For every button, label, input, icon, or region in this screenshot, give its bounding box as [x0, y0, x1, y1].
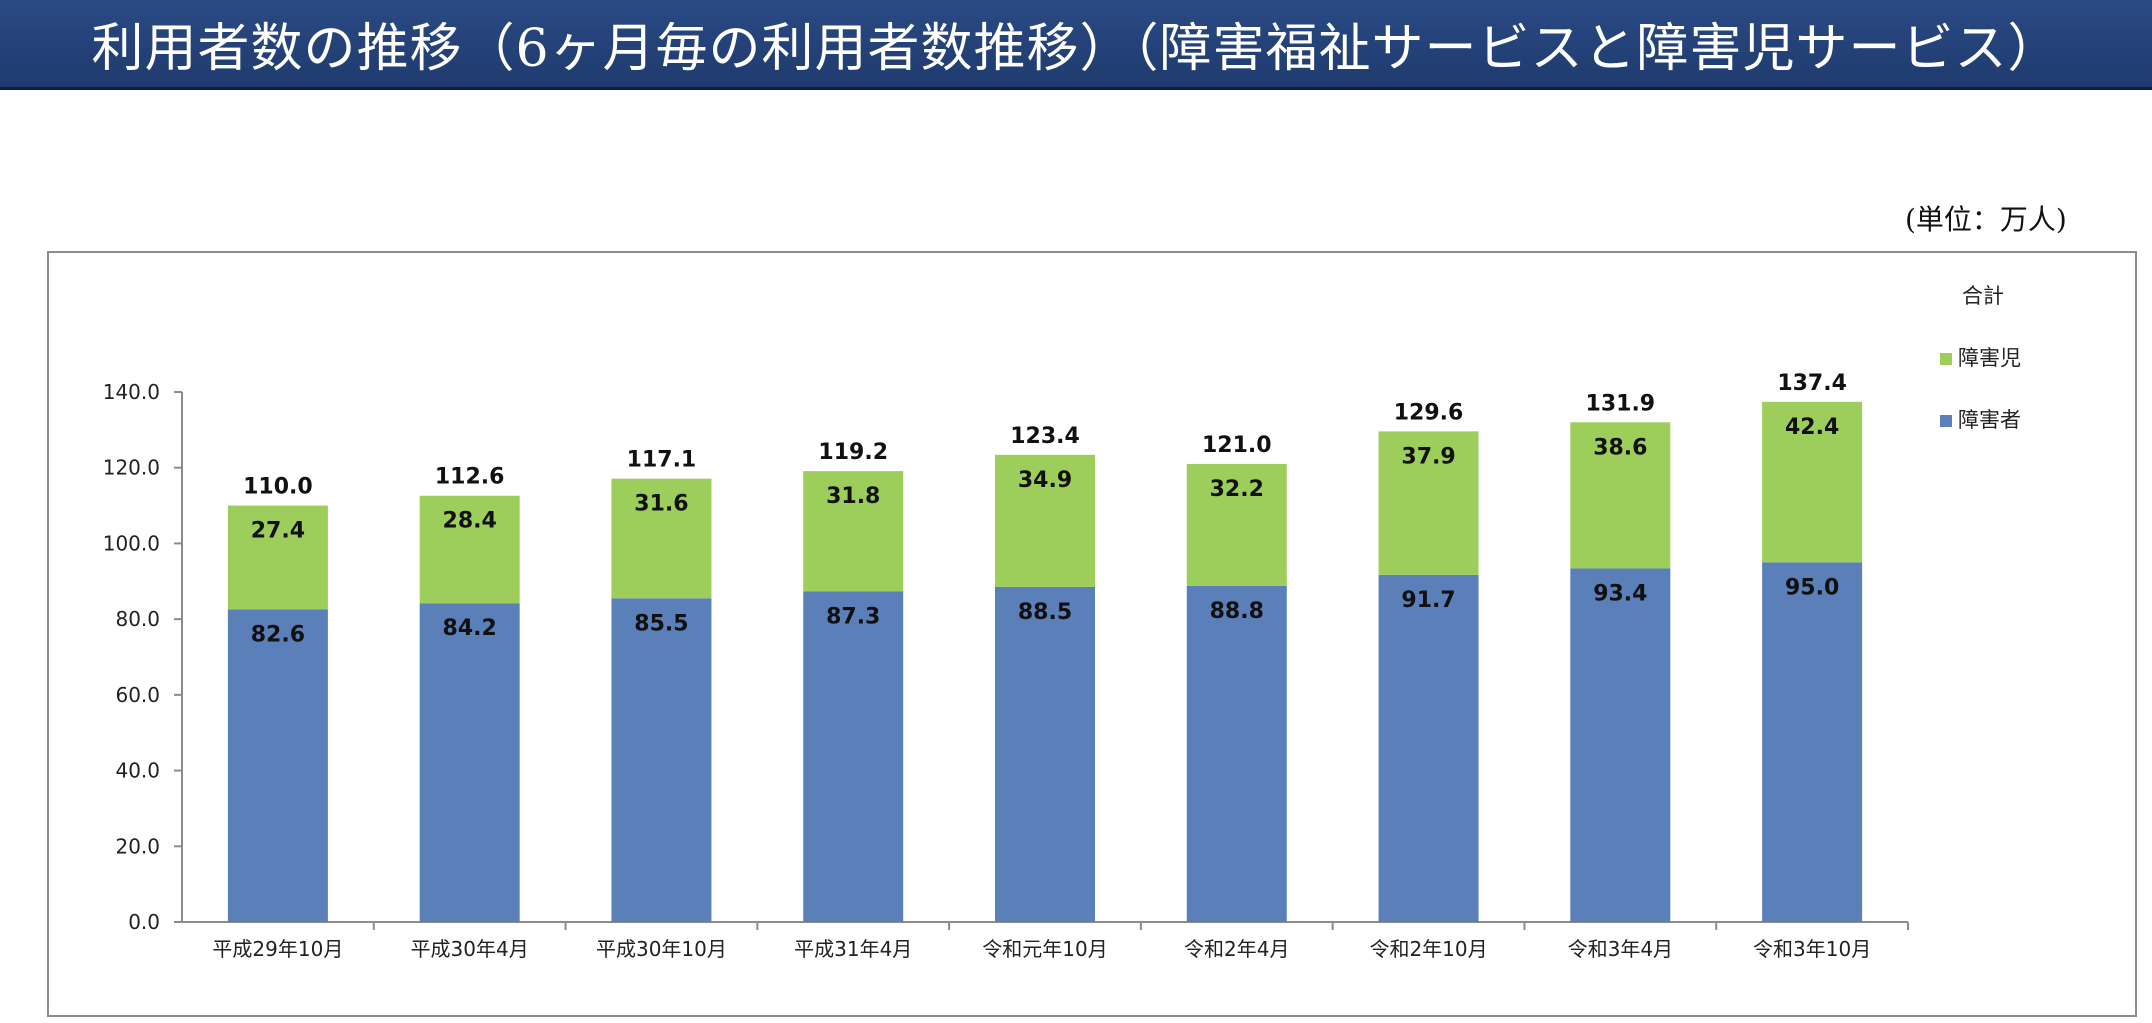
- legend-adults: 障害者: [1940, 404, 2021, 434]
- bar-children: [1762, 401, 1863, 563]
- x-category-label: 平成29年10月: [212, 937, 343, 961]
- data-label-adults: 88.5: [1018, 600, 1072, 625]
- data-label-total: 110.0: [243, 475, 313, 500]
- bar-adults: [1570, 568, 1671, 922]
- data-label-total: 123.4: [1010, 424, 1080, 449]
- data-label-total: 121.0: [1202, 433, 1272, 458]
- x-category-label: 平成31年4月: [794, 937, 912, 961]
- y-tick-label: 140.0: [103, 380, 160, 404]
- bar-adults: [419, 603, 520, 922]
- y-tick-label: 120.0: [103, 456, 160, 480]
- data-label-adults: 91.7: [1401, 588, 1455, 613]
- y-tick-label: 80.0: [115, 607, 160, 631]
- data-label-children: 38.6: [1593, 435, 1647, 460]
- data-label-total: 119.2: [818, 440, 888, 465]
- data-label-children: 31.6: [634, 492, 688, 517]
- bar-children: [1378, 431, 1479, 575]
- data-label-total: 117.1: [627, 448, 697, 473]
- data-label-adults: 82.6: [251, 622, 305, 647]
- data-label-adults: 93.4: [1593, 581, 1647, 606]
- legend-children-swatch: [1940, 353, 1952, 365]
- legend-adults-label: 障害者: [1958, 408, 2021, 432]
- data-label-children: 27.4: [251, 519, 305, 544]
- unit-label: (単位：万人): [1905, 203, 2067, 236]
- data-label-children: 42.4: [1785, 415, 1839, 440]
- bar-adults: [227, 609, 328, 922]
- data-label-children: 34.9: [1018, 468, 1072, 493]
- legend-total-label: 合計: [1962, 284, 2004, 308]
- legend-children-label: 障害児: [1958, 346, 2021, 370]
- y-tick-label: 100.0: [103, 531, 160, 555]
- legend-children: 障害児: [1940, 342, 2021, 372]
- bar-children: [995, 454, 1095, 587]
- x-category-label: 平成30年4月: [411, 937, 529, 961]
- data-label-total: 131.9: [1586, 391, 1656, 416]
- y-tick-label: 60.0: [115, 683, 160, 707]
- bar-children: [1570, 422, 1671, 569]
- data-label-adults: 85.5: [634, 611, 688, 636]
- y-tick-label: 40.0: [115, 759, 160, 783]
- bar-children: [419, 495, 520, 604]
- x-category-label: 平成30年10月: [596, 937, 727, 961]
- data-label-children: 31.8: [826, 484, 880, 509]
- data-label-total: 112.6: [435, 465, 505, 490]
- y-tick-label: 0.0: [128, 910, 160, 934]
- x-category-label: 令和2年10月: [1369, 937, 1487, 961]
- bar-adults: [995, 586, 1095, 922]
- bar-children: [611, 478, 712, 599]
- data-label-adults: 88.8: [1210, 599, 1264, 624]
- bar-children: [803, 471, 904, 592]
- x-category-label: 令和3年10月: [1753, 937, 1871, 961]
- page-title: 利用者数の推移（6ヶ月毎の利用者数推移）（障害福祉サービスと障害児サービス）: [91, 19, 2061, 79]
- title-bar: 利用者数の推移（6ヶ月毎の利用者数推移）（障害福祉サービスと障害児サービス）: [0, 0, 2152, 90]
- bar-children: [1186, 463, 1287, 586]
- data-label-adults: 95.0: [1785, 575, 1839, 600]
- x-category-label: 令和2年4月: [1184, 937, 1289, 961]
- data-label-children: 32.2: [1210, 477, 1264, 502]
- data-label-adults: 84.2: [443, 616, 497, 641]
- bar-adults: [611, 598, 712, 922]
- data-label-children: 28.4: [443, 509, 497, 534]
- bar-adults: [1186, 585, 1287, 922]
- legend-adults-swatch: [1940, 415, 1952, 427]
- y-tick-label: 20.0: [115, 834, 160, 858]
- bar-children: [227, 505, 328, 610]
- bar-adults: [803, 591, 904, 922]
- bar-adults: [1762, 562, 1863, 922]
- data-label-total: 129.6: [1394, 400, 1464, 425]
- bar-adults: [1378, 574, 1479, 922]
- x-category-label: 令和元年10月: [982, 937, 1107, 961]
- x-category-label: 令和3年4月: [1568, 937, 1673, 961]
- data-label-total: 137.4: [1777, 371, 1847, 396]
- legend-total: 合計: [1962, 280, 2004, 310]
- data-label-children: 37.9: [1401, 444, 1455, 469]
- data-label-adults: 87.3: [826, 605, 880, 630]
